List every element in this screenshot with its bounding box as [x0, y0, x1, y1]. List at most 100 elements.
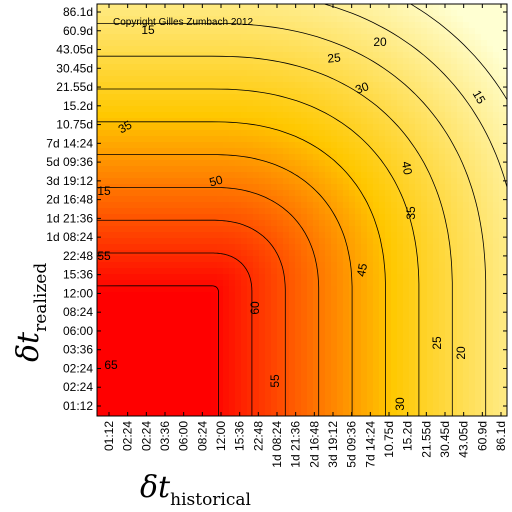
heatmap-cell: [163, 118, 170, 125]
heatmap-cell: [451, 286, 458, 293]
heatmap-cell: [283, 190, 290, 197]
heatmap-cell: [259, 142, 266, 149]
heatmap-cell: [193, 118, 200, 125]
heatmap-cell: [421, 352, 428, 359]
heatmap-cell: [409, 208, 416, 215]
heatmap-cell: [187, 298, 194, 305]
heatmap-cell: [211, 286, 218, 293]
heatmap-cell: [379, 70, 386, 77]
heatmap-cell: [223, 100, 230, 107]
heatmap-cell: [283, 364, 290, 371]
heatmap-cell: [331, 364, 338, 371]
heatmap-cell: [235, 262, 242, 269]
heatmap-cell: [253, 232, 260, 239]
heatmap-cell: [475, 142, 482, 149]
heatmap-cell: [403, 10, 410, 17]
heatmap-cell: [253, 250, 260, 257]
heatmap-cell: [493, 64, 500, 71]
heatmap-cell: [313, 244, 320, 251]
heatmap-cell: [337, 142, 344, 149]
heatmap-cell: [145, 106, 152, 113]
y-tick-label: 30.45d: [56, 61, 93, 75]
heatmap-cell: [289, 310, 296, 317]
heatmap-cell: [481, 310, 488, 317]
heatmap-cell: [487, 52, 494, 59]
heatmap-cell: [193, 190, 200, 197]
heatmap-cell: [133, 40, 140, 47]
heatmap-cell: [121, 64, 128, 71]
heatmap-cell: [121, 88, 128, 95]
heatmap-cell: [283, 316, 290, 323]
heatmap-cell: [253, 28, 260, 35]
heatmap-cell: [415, 238, 422, 245]
heatmap-cell: [481, 274, 488, 281]
heatmap-cell: [493, 184, 500, 191]
heatmap-cell: [415, 130, 422, 137]
heatmap-cell: [235, 4, 242, 11]
heatmap-cell: [337, 148, 344, 155]
heatmap-cell: [415, 346, 422, 353]
heatmap-cell: [241, 4, 248, 11]
heatmap-cell: [379, 4, 386, 11]
heatmap-cell: [403, 214, 410, 221]
heatmap-cell: [397, 268, 404, 275]
heatmap-cell: [253, 238, 260, 245]
heatmap-cell: [301, 94, 308, 101]
heatmap-cell: [409, 64, 416, 71]
heatmap-cell: [391, 166, 398, 173]
heatmap-cell: [103, 22, 110, 29]
heatmap-cell: [421, 118, 428, 125]
heatmap-cell: [121, 322, 128, 329]
heatmap-cell: [283, 226, 290, 233]
heatmap-cell: [361, 364, 368, 371]
heatmap-cell: [475, 112, 482, 119]
heatmap-cell: [313, 196, 320, 203]
heatmap-cell: [211, 202, 218, 209]
heatmap-cell: [223, 322, 230, 329]
heatmap-cell: [475, 400, 482, 407]
heatmap-cell: [463, 160, 470, 167]
heatmap-cell: [139, 52, 146, 59]
heatmap-cell: [421, 82, 428, 89]
heatmap-cell: [259, 166, 266, 173]
heatmap-cell: [295, 70, 302, 77]
heatmap-cell: [433, 310, 440, 317]
heatmap-cell: [373, 88, 380, 95]
heatmap-cell: [169, 352, 176, 359]
heatmap-cell: [421, 10, 428, 17]
heatmap-cell: [373, 334, 380, 341]
heatmap-cell: [445, 100, 452, 107]
heatmap-cell: [493, 22, 500, 29]
heatmap-cell: [217, 238, 224, 245]
heatmap-cell: [193, 142, 200, 149]
heatmap-cell: [409, 52, 416, 59]
heatmap-cell: [313, 52, 320, 59]
heatmap-cell: [109, 226, 116, 233]
heatmap-cell: [265, 256, 272, 263]
heatmap-cell: [451, 46, 458, 53]
heatmap-cell: [301, 238, 308, 245]
heatmap-cell: [493, 406, 500, 413]
heatmap-cell: [163, 154, 170, 161]
heatmap-cell: [103, 52, 110, 59]
heatmap-cell: [241, 118, 248, 125]
heatmap-cell: [259, 322, 266, 329]
heatmap-cell: [469, 220, 476, 227]
heatmap-cell: [409, 250, 416, 257]
heatmap-cell: [121, 286, 128, 293]
heatmap-cell: [247, 364, 254, 371]
heatmap-cell: [475, 304, 482, 311]
heatmap-cell: [283, 46, 290, 53]
heatmap-cell: [349, 118, 356, 125]
heatmap-cell: [439, 340, 446, 347]
x-axis: 01:12 02:24 02:24 03:36 06:00 08:24 12:00 15:36…: [102, 4, 508, 468]
heatmap-cell: [235, 292, 242, 299]
heatmap-cell: [133, 226, 140, 233]
heatmap-cell: [103, 130, 110, 137]
heatmap-cell: [319, 124, 326, 131]
heatmap-cell: [277, 412, 284, 416]
heatmap-cell: [163, 22, 170, 29]
heatmap-cell: [325, 376, 332, 383]
heatmap-cell: [439, 214, 446, 221]
heatmap-cell: [175, 370, 182, 377]
